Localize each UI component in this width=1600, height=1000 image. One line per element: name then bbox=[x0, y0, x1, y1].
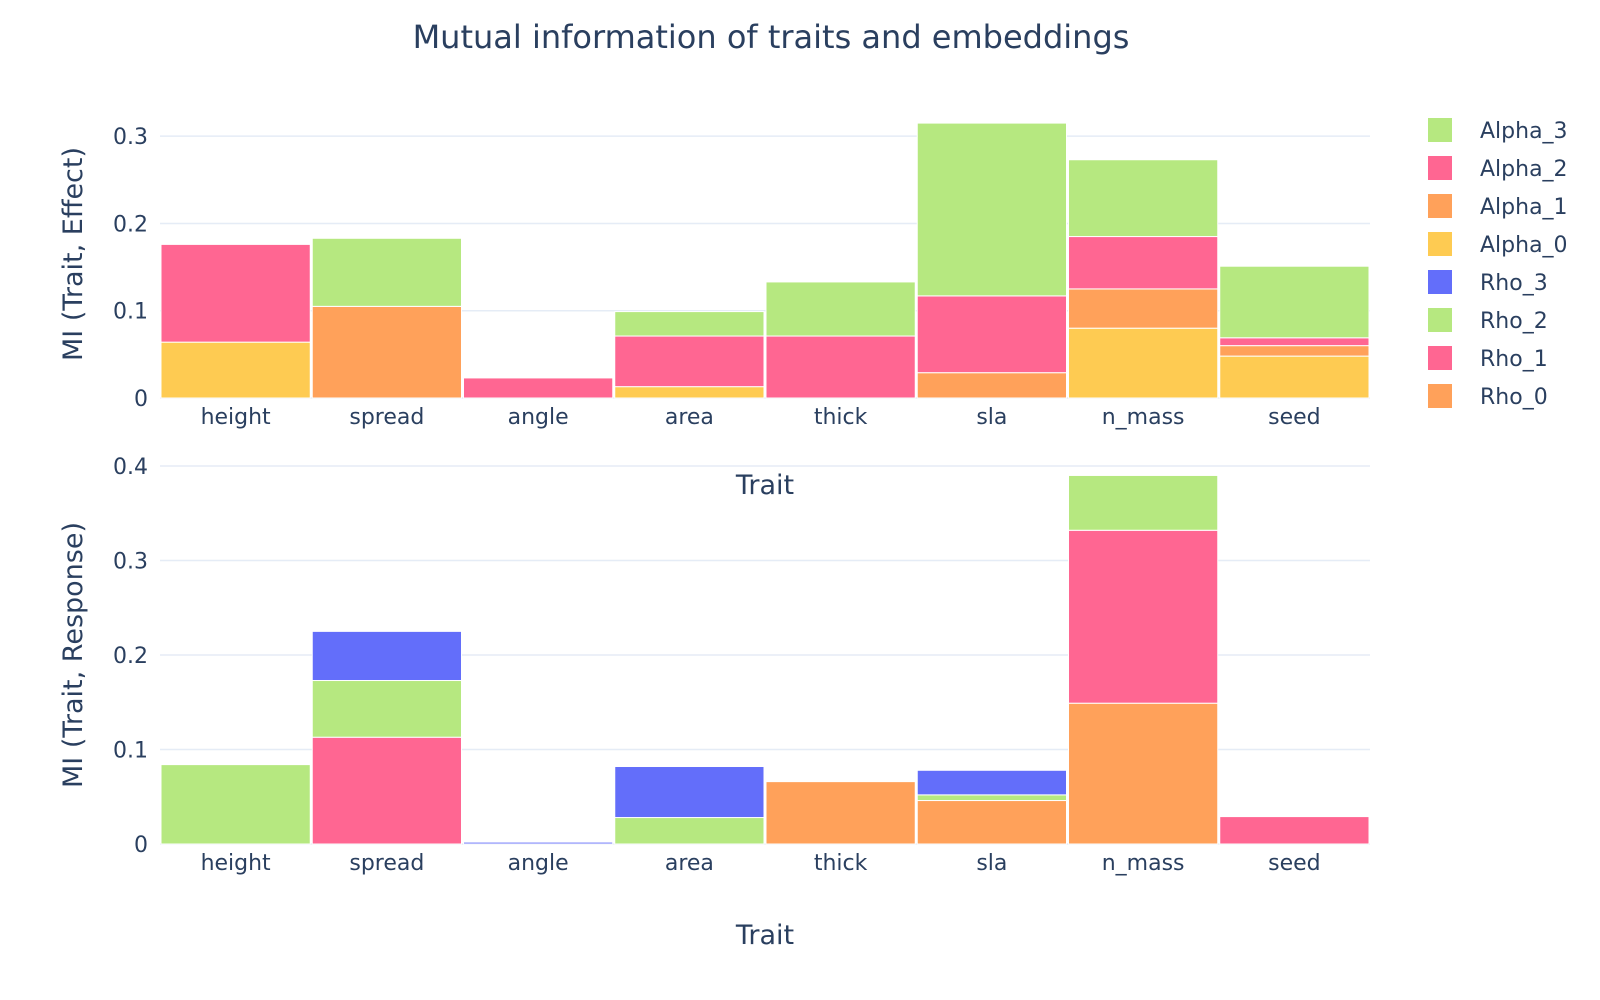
bar-alpha_1-n_mass[interactable] bbox=[1068, 288, 1219, 329]
x-tick-label: seed bbox=[1268, 405, 1321, 430]
legend-item-rho_1[interactable]: Rho_1 bbox=[1428, 346, 1548, 372]
x-tick-label: height bbox=[201, 851, 271, 876]
legend-label: Alpha_2 bbox=[1480, 157, 1568, 182]
bar-rho_1-seed[interactable] bbox=[1219, 816, 1370, 845]
legend-label: Alpha_1 bbox=[1480, 195, 1568, 220]
legend-item-alpha_2[interactable]: Alpha_2 bbox=[1428, 156, 1568, 182]
bar-alpha_1-spread[interactable] bbox=[311, 305, 462, 399]
x-tick-label: n_mass bbox=[1102, 851, 1185, 876]
legend-swatch bbox=[1428, 308, 1452, 332]
y-axis-title: MI (Trait, Response) bbox=[58, 522, 89, 788]
y-tick-label: 0.4 bbox=[113, 455, 148, 480]
bar-rho_3-sla[interactable] bbox=[916, 769, 1067, 796]
legend-item-rho_0[interactable]: Rho_0 bbox=[1428, 384, 1548, 410]
legend-swatch bbox=[1428, 232, 1452, 256]
bar-alpha_0-seed[interactable] bbox=[1219, 355, 1370, 399]
y-tick-label: 0.1 bbox=[113, 300, 148, 325]
y-tick-label: 0 bbox=[134, 833, 148, 858]
bar-alpha_1-sla[interactable] bbox=[916, 372, 1067, 399]
x-tick-label: thick bbox=[814, 851, 868, 876]
legend-swatch bbox=[1428, 118, 1452, 142]
x-tick-label: thick bbox=[814, 405, 868, 430]
bar-alpha_2-thick[interactable] bbox=[765, 335, 916, 399]
legend-swatch bbox=[1428, 270, 1452, 294]
x-tick-label: angle bbox=[508, 405, 569, 430]
y-tick-label: 0.2 bbox=[113, 644, 148, 669]
bar-alpha_3-sla[interactable] bbox=[916, 122, 1067, 297]
legend-item-rho_2[interactable]: Rho_2 bbox=[1428, 308, 1548, 334]
legend[interactable]: Alpha_3 Alpha_2 Alpha_1 Alpha_0 Rho_3 Rho_2 Rh… bbox=[1428, 118, 1568, 410]
bar-alpha_2-n_mass[interactable] bbox=[1068, 236, 1219, 290]
x-tick-label: area bbox=[665, 405, 714, 430]
bar-alpha_0-n_mass[interactable] bbox=[1068, 327, 1219, 399]
bar-rho_0-n_mass[interactable] bbox=[1068, 702, 1219, 845]
y-tick-label: 0.3 bbox=[113, 125, 148, 150]
bar-rho_2-sla[interactable] bbox=[916, 794, 1067, 802]
bar-rho_1-spread[interactable] bbox=[311, 736, 462, 845]
legend-swatch bbox=[1428, 194, 1452, 218]
bar-alpha_3-n_mass[interactable] bbox=[1068, 159, 1219, 238]
bar-rho_2-spread[interactable] bbox=[311, 680, 462, 738]
x-axis-title: Trait bbox=[735, 470, 794, 501]
panels: 0 0.1 0.2 0.3 height spread angle area thick sla n… bbox=[58, 122, 1370, 951]
x-tick-label: spread bbox=[349, 851, 424, 876]
bar-rho_0-thick[interactable] bbox=[765, 781, 916, 845]
legend-swatch bbox=[1428, 156, 1452, 180]
panel-2: 0 0.1 0.2 0.3 0.4 height spread angle area thick s… bbox=[58, 455, 1370, 951]
x-tick-label: seed bbox=[1268, 851, 1321, 876]
y-axis-title: MI (Trait, Effect) bbox=[58, 147, 89, 361]
bar-alpha_3-thick[interactable] bbox=[765, 281, 916, 337]
bar-alpha_3-area[interactable] bbox=[614, 311, 765, 337]
bar-alpha_2-angle[interactable] bbox=[463, 377, 614, 399]
legend-swatch bbox=[1428, 346, 1452, 370]
bar-rho_3-spread[interactable] bbox=[311, 630, 462, 682]
bar-rho_3-angle[interactable] bbox=[463, 841, 614, 845]
legend-item-alpha_1[interactable]: Alpha_1 bbox=[1428, 194, 1568, 220]
bar-alpha_3-spread[interactable] bbox=[311, 237, 462, 307]
chart-title: Mutual information of traits and embeddi… bbox=[413, 18, 1130, 56]
y-tick-label: 0.1 bbox=[113, 739, 148, 764]
x-tick-label: area bbox=[665, 851, 714, 876]
y-tick-label: 0 bbox=[134, 387, 148, 412]
bar-rho_1-n_mass[interactable] bbox=[1068, 529, 1219, 704]
legend-item-alpha_3[interactable]: Alpha_3 bbox=[1428, 118, 1568, 144]
x-tick-label: n_mass bbox=[1102, 405, 1185, 430]
legend-swatch bbox=[1428, 384, 1452, 408]
x-tick-label: sla bbox=[976, 405, 1007, 430]
bar-rho_0-sla[interactable] bbox=[916, 800, 1067, 845]
legend-label: Rho_2 bbox=[1480, 309, 1548, 334]
bar-alpha_2-seed[interactable] bbox=[1219, 337, 1370, 347]
x-tick-label: spread bbox=[349, 405, 424, 430]
x-tick-label: angle bbox=[508, 851, 569, 876]
bar-alpha_2-sla[interactable] bbox=[916, 295, 1067, 374]
legend-label: Rho_3 bbox=[1480, 271, 1548, 296]
x-axis-title: Trait bbox=[735, 920, 794, 951]
bar-rho_2-height[interactable] bbox=[160, 764, 311, 845]
bar-alpha_3-seed[interactable] bbox=[1219, 265, 1370, 339]
panel-1: 0 0.1 0.2 0.3 height spread angle area thick sla n… bbox=[58, 122, 1370, 501]
bar-alpha_2-height[interactable] bbox=[160, 243, 311, 343]
bar-rho_2-area[interactable] bbox=[614, 817, 765, 845]
y-tick-label: 0.2 bbox=[113, 212, 148, 237]
bar-alpha_0-area[interactable] bbox=[614, 386, 765, 399]
legend-item-rho_3[interactable]: Rho_3 bbox=[1428, 270, 1548, 296]
bar-rho_3-area[interactable] bbox=[614, 766, 765, 819]
legend-label: Alpha_0 bbox=[1480, 233, 1568, 258]
x-tick-label: height bbox=[201, 405, 271, 430]
legend-item-alpha_0[interactable]: Alpha_0 bbox=[1428, 232, 1568, 258]
legend-label: Alpha_3 bbox=[1480, 119, 1568, 144]
bar-alpha_2-area[interactable] bbox=[614, 335, 765, 388]
y-tick-label: 0.3 bbox=[113, 550, 148, 575]
legend-label: Rho_0 bbox=[1480, 385, 1548, 410]
bar-rho_2-n_mass[interactable] bbox=[1068, 474, 1219, 531]
bar-alpha_0-height[interactable] bbox=[160, 341, 311, 399]
legend-label: Rho_1 bbox=[1480, 347, 1548, 372]
x-tick-label: sla bbox=[976, 851, 1007, 876]
bar-alpha_1-seed[interactable] bbox=[1219, 345, 1370, 357]
